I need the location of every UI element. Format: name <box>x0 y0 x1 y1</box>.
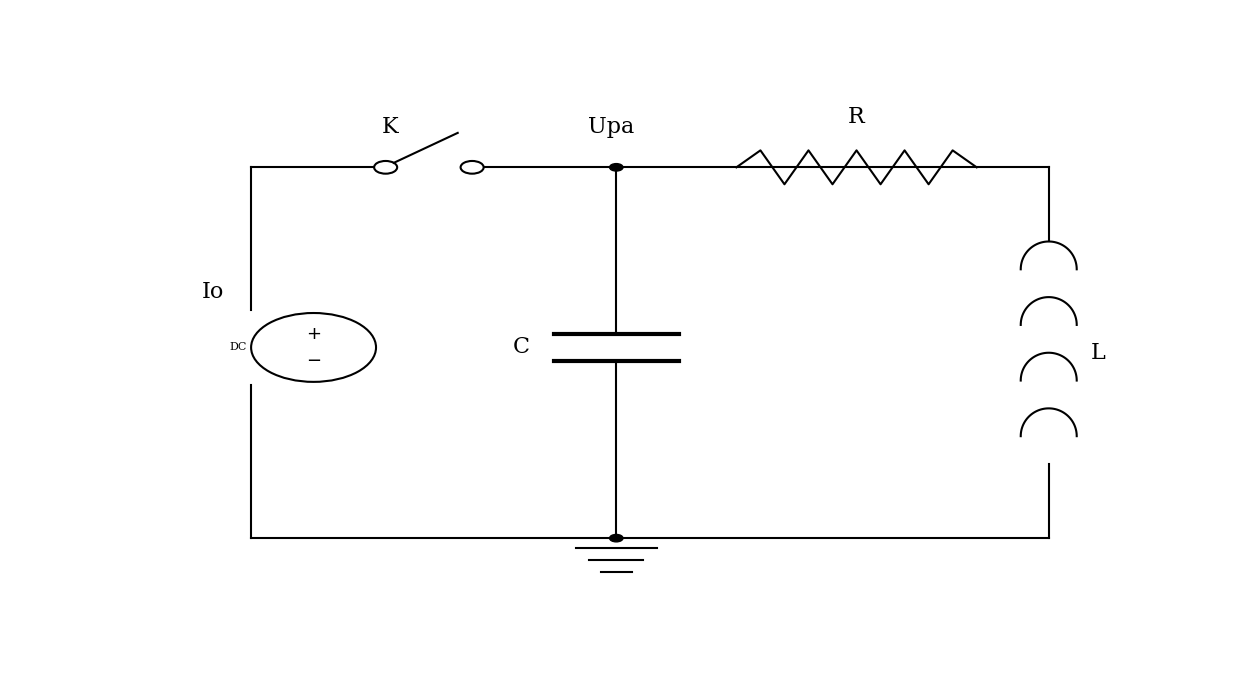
Text: Io: Io <box>201 281 224 303</box>
Text: −: − <box>306 352 321 369</box>
Text: Upa: Upa <box>588 116 635 138</box>
Text: R: R <box>848 105 866 127</box>
Text: C: C <box>513 336 529 358</box>
Circle shape <box>610 535 622 542</box>
Text: +: + <box>306 325 321 343</box>
Circle shape <box>610 164 622 171</box>
Text: K: K <box>382 116 399 138</box>
Text: DC: DC <box>229 343 247 352</box>
Text: L: L <box>1091 342 1106 364</box>
